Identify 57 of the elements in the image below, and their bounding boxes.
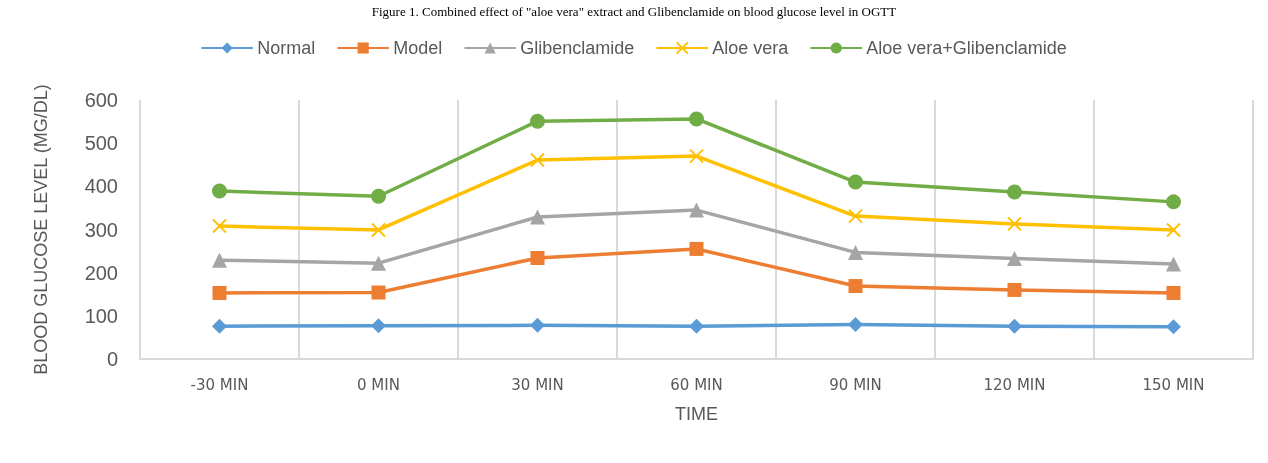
point [212, 252, 227, 268]
x-tick-label: 0 MIN [357, 375, 400, 394]
point [689, 318, 704, 334]
x-tick-label: 60 MIN [670, 375, 723, 394]
point [1166, 222, 1181, 238]
y-tick-label: 500 [84, 132, 118, 155]
point [848, 316, 863, 332]
point [530, 209, 545, 225]
point [530, 250, 545, 265]
point [371, 188, 386, 204]
point [371, 318, 386, 334]
point [689, 148, 704, 164]
point [530, 113, 545, 129]
legend-label: Normal [257, 38, 316, 58]
y-tick-label: 600 [84, 89, 118, 111]
point [371, 255, 386, 271]
y-tick-label: 0 [106, 348, 118, 370]
point [689, 241, 704, 256]
legend-label: Aloe vera [712, 38, 790, 58]
point [212, 285, 227, 300]
y-tick-label: 400 [84, 175, 118, 198]
point [1166, 319, 1181, 335]
point [848, 208, 863, 224]
y-tick-label: 300 [84, 218, 118, 241]
point [1007, 216, 1022, 232]
x-tick-label: 30 MIN [511, 375, 564, 394]
x-tick-label: 150 MIN [1142, 375, 1205, 394]
x-tick-label: 120 MIN [983, 375, 1046, 394]
point [848, 279, 863, 294]
x-tick-label: -30 MIN [190, 375, 249, 394]
point [371, 222, 386, 238]
y-axis-title: BLOOD GLUCOSE LEVEL (MG/DL) [31, 84, 51, 375]
point [848, 174, 863, 190]
legend-label: Aloe vera+Glibenclamide [866, 38, 1067, 58]
legend-label: Glibenclamide [520, 38, 635, 58]
point [212, 218, 227, 234]
point [530, 152, 545, 168]
point [689, 202, 704, 218]
point [212, 183, 227, 199]
point [689, 111, 704, 127]
point [1007, 250, 1022, 266]
legend-label: Model [393, 38, 443, 58]
chart-title: Figure 1. Combined effect of "aloe vera" extract and Glibenclamide on blood glucose level in OGTT [371, 4, 897, 19]
point [530, 317, 545, 333]
y-tick-label: 200 [84, 261, 118, 284]
point [371, 285, 386, 300]
x-axis-title: TIME [675, 404, 718, 424]
point [1166, 194, 1181, 210]
point [1007, 282, 1022, 297]
y-tick-label: 100 [84, 304, 118, 327]
point [1007, 184, 1022, 200]
point [1166, 256, 1181, 272]
point [212, 318, 227, 334]
point [848, 244, 863, 260]
x-tick-label: 90 MIN [829, 375, 882, 394]
point [1166, 285, 1181, 300]
point [1007, 318, 1022, 334]
